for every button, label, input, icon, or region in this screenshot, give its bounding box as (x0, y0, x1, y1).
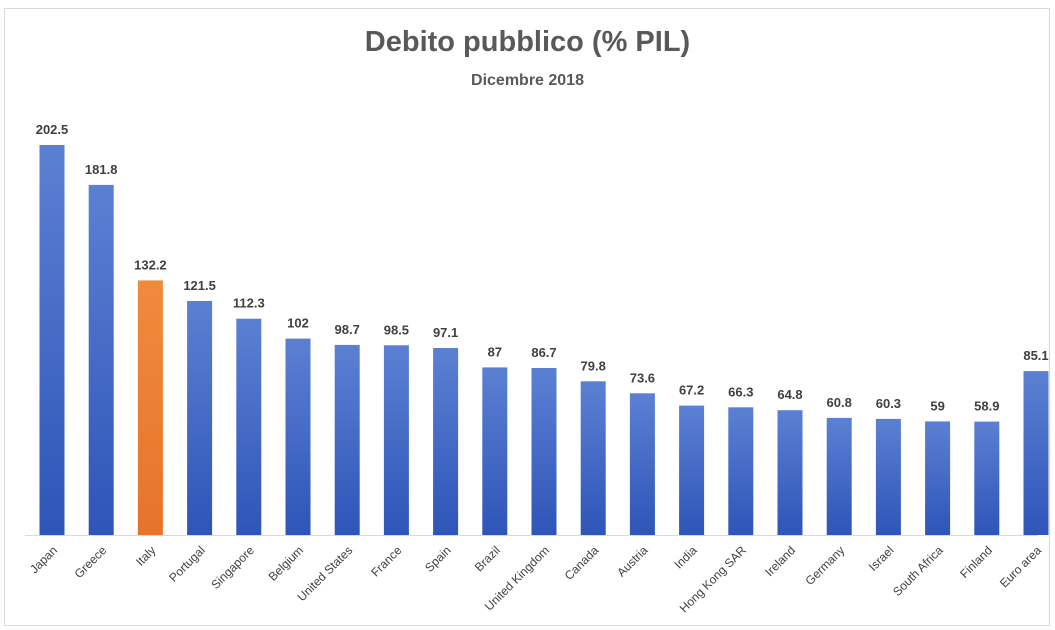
data-label-austria: 73.6 (630, 370, 655, 385)
bar-euro-area (1023, 371, 1049, 535)
bar-belgium (285, 338, 311, 535)
bar-united-kingdom (531, 368, 557, 535)
x-tick-label-austria: Austria (614, 543, 651, 580)
x-tick-label-india: India (671, 543, 700, 572)
data-label-germany: 60.8 (827, 395, 852, 410)
bar-brazil (482, 367, 508, 535)
bar-israel (875, 418, 901, 535)
data-label-singapore: 112.3 (233, 296, 265, 311)
bar-portugal (187, 301, 213, 535)
data-label-spain: 97.1 (433, 325, 458, 340)
bar-spain (433, 348, 459, 535)
bar-austria (629, 393, 655, 535)
bar-france (383, 345, 409, 535)
data-label-euro-area: 85.1 (1023, 348, 1048, 363)
data-label-finland: 58.9 (974, 399, 999, 414)
x-tick-label-italy: Italy (133, 543, 158, 568)
bar-greece (88, 184, 114, 535)
data-label-belgium: 102 (287, 316, 309, 331)
bar-canada (580, 381, 606, 535)
x-tick-labels-group: Japan Greece Italy Portugal Singapore Belgium… (27, 543, 1044, 615)
data-label-israel: 60.3 (876, 396, 901, 411)
x-tick-label-euro-area: Euro area (997, 543, 1044, 590)
bar-singapore (236, 318, 262, 535)
x-tick-label-greece: Greece (72, 543, 110, 581)
bar-hong-kong-sar (728, 407, 754, 535)
bar-japan (39, 145, 65, 535)
data-label-greece: 181.8 (85, 162, 118, 177)
chart-title: Debito pubblico (% PIL) (364, 26, 691, 58)
x-tick-label-finland: Finland (957, 543, 995, 581)
x-tick-label-portugal: Portugal (166, 543, 208, 585)
x-tick-label-brazil: Brazil (472, 543, 503, 574)
data-label-france: 98.5 (384, 322, 409, 337)
data-label-japan: 202.5 (36, 122, 69, 137)
x-tick-label-france: France (368, 543, 405, 580)
x-tick-label-belgium: Belgium (266, 543, 307, 584)
bar-south-africa (925, 421, 951, 535)
data-labels-group: 202.5 181.8 132.2 121.5 112.3 102 98.7 98.5 97.1… (36, 122, 1049, 414)
x-tick-label-ireland: Ireland (762, 543, 798, 579)
data-label-italy: 132.2 (134, 257, 167, 272)
data-label-south-africa: 59 (930, 398, 944, 413)
x-tick-label-japan: Japan (27, 543, 60, 576)
x-tick-label-germany: Germany (803, 543, 848, 588)
x-tick-label-singapore: Singapore (208, 543, 257, 592)
data-label-hong-kong-sar: 66.3 (728, 384, 753, 399)
bars-group (39, 145, 1049, 535)
data-label-brazil: 87 (488, 344, 502, 359)
x-tick-label-israel: Israel (866, 543, 897, 574)
bar-italy (137, 280, 163, 535)
bar-germany (826, 417, 852, 535)
data-label-canada: 79.8 (581, 358, 606, 373)
data-label-india: 67.2 (679, 383, 704, 398)
x-tick-label-south-africa: South Africa (890, 543, 946, 599)
bar-finland (974, 421, 1000, 535)
chart-subtitle: Dicembre 2018 (471, 72, 584, 89)
data-label-united-kingdom: 86.7 (531, 345, 556, 360)
data-label-united-states: 98.7 (335, 322, 360, 337)
bar-united-states (334, 344, 360, 535)
bar-ireland (777, 410, 803, 535)
chart-frame (4, 8, 1050, 626)
x-tick-label-spain: Spain (422, 543, 454, 575)
data-label-portugal: 121.5 (183, 278, 216, 293)
data-label-ireland: 64.8 (777, 387, 802, 402)
x-tick-label-canada: Canada (562, 543, 602, 583)
bar-india (679, 405, 705, 535)
